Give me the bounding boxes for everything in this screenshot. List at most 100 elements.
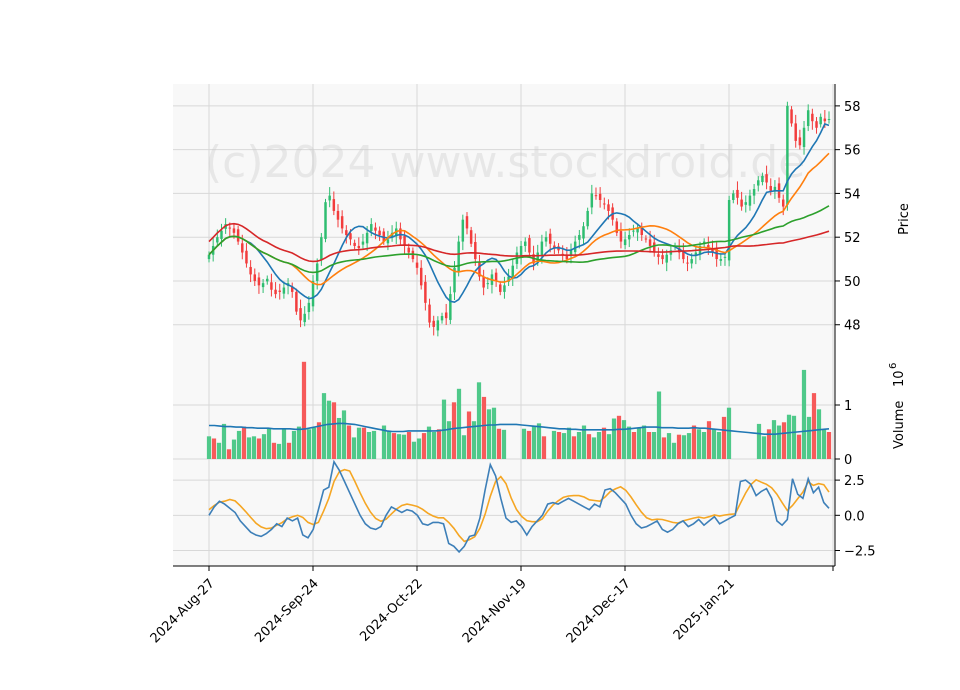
candle-body [719,259,723,261]
volume-bar [591,437,597,459]
candle-body [270,282,273,290]
volume-bar [226,449,232,459]
volume-bar [501,429,507,459]
candle-body [781,199,785,207]
x-tick-label: 2024-Dec-17 [564,576,634,646]
volume-bar [296,426,302,459]
oscillator-tick-label: −2.5 [844,545,876,560]
candle-body [207,254,211,260]
volume-bar [241,426,247,459]
candle-body [723,256,727,258]
candle-body [548,233,552,244]
candle-body [578,235,581,240]
volume-bar [621,420,627,459]
candle-body [594,195,598,197]
volume-bar [326,400,332,459]
price-tick-label: 54 [844,187,861,202]
volume-bar [321,393,327,459]
candle-body [307,302,311,313]
volume-bar [291,430,297,459]
volume-bar [786,414,792,459]
volume-tick-label: 0 [844,453,852,468]
candle-body [407,247,410,253]
candle-body [486,283,490,285]
volume-bar [811,393,817,459]
volume-bar [206,436,212,459]
volume-bar [211,438,217,459]
ma-long-line [208,205,830,274]
candle-body [652,242,656,253]
candle-body [249,266,252,275]
candle-body [544,237,548,242]
candle-body [361,241,365,245]
volume-bar [456,388,462,459]
volume-axis-exponent-power: 6 [888,363,899,369]
volume-axis-label-text: Volume [892,401,907,449]
volume-bar [651,432,657,459]
candle-body [511,265,514,279]
volume-bar [801,369,807,459]
candle-body [682,250,685,260]
volume-bar [496,428,502,459]
ma-longest-line [208,222,830,263]
candle-body [690,259,693,264]
volume-bar [281,429,287,459]
candle-body [432,320,435,327]
candle-body [357,245,361,249]
candle-body [773,186,777,192]
volume-bar [396,434,402,459]
volume-bar [781,422,787,459]
volume-bar [426,426,432,459]
volume-bar [606,434,612,459]
volume-bar [601,427,607,459]
candle-body [282,287,286,294]
candle-body [382,231,386,242]
volume-bar [571,436,577,459]
candle-body [727,199,731,261]
candle-body [365,232,369,244]
volume-bar [381,425,387,459]
candle-body [345,230,348,236]
candle-body [378,230,381,236]
candle-body [370,224,373,232]
candle-body [274,289,277,295]
volume-bar [386,430,392,459]
volume-axis-exponent: 10 [892,370,907,387]
candle-body [340,216,344,229]
volume-bar [761,436,767,459]
volume-bar [536,423,542,459]
candle-body [403,235,406,246]
candle-body [336,210,340,220]
volume-bar [691,425,697,459]
volume-bar [356,427,362,459]
candle-body [757,180,760,186]
candle-body [444,312,448,319]
volume-bar [631,432,637,459]
candle-body [253,274,257,281]
candle-body [636,228,639,233]
candle-body [374,227,377,231]
x-tick-label: 2024-Sep-24 [252,576,322,646]
candle-body [744,202,748,205]
volume-bar [306,429,312,459]
volume-tick-label: 1 [844,399,852,414]
volume-bar [686,433,692,459]
volume-bar [216,442,222,459]
candle-body [665,254,668,263]
volume-bar [696,429,702,459]
volume-bar [466,411,472,459]
volume-bar [616,415,622,459]
volume-bars [206,361,832,459]
volume-bar [636,427,642,459]
volume-bar [626,426,632,459]
indicator-lines [208,123,830,554]
candle-body [569,250,573,256]
candle-body [474,242,477,260]
candle-body [303,313,306,323]
oscillator-signal-line [208,468,830,543]
volume-bar [756,423,762,459]
candle-body [640,226,643,236]
x-tick-label: 2024-Aug-27 [148,576,218,646]
volume-bar [541,436,547,459]
candle-body [632,230,635,232]
